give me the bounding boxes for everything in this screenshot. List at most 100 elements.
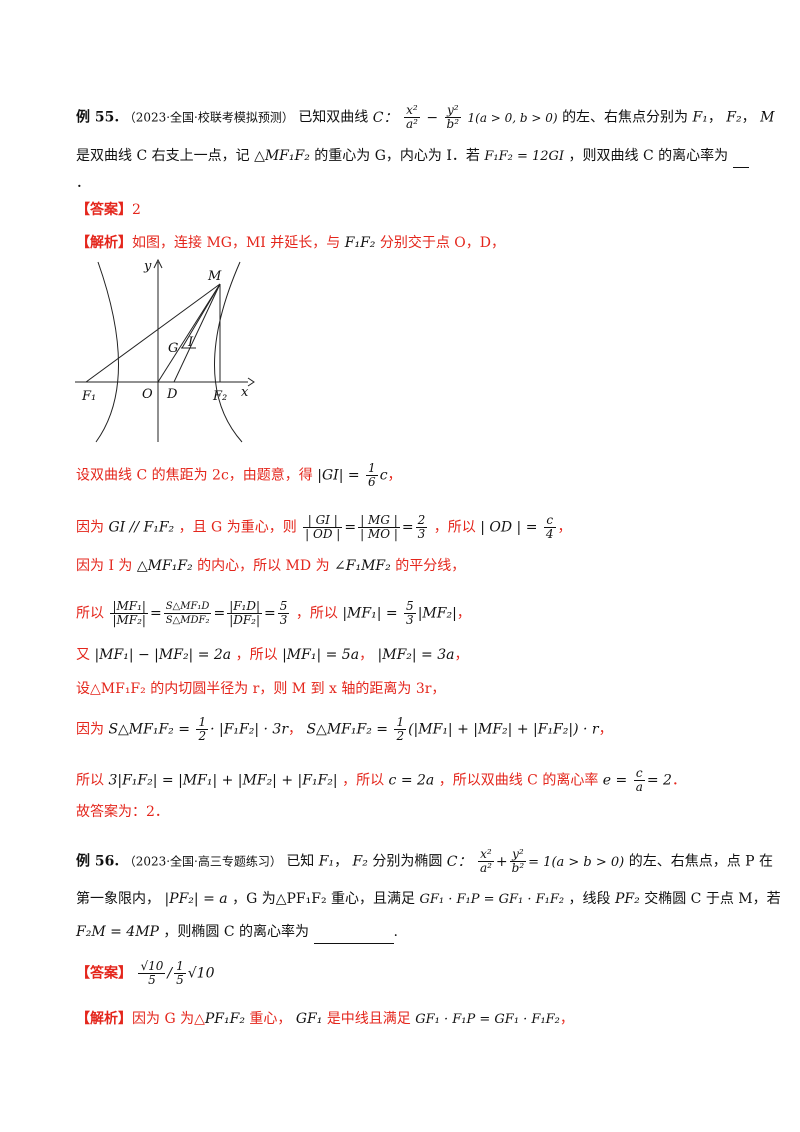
ex55-line1: 例 55. （2023·全国·校联考模拟预测） 已知双曲线 C： x² a² − … (76, 104, 774, 131)
step-4-f1d: |MF₂| (112, 613, 146, 627)
step-6: 设△MF₁F₂ 的内切圆半径为 r，则 M 到 x 轴的距离为 3r， (76, 681, 446, 697)
label-x: x (241, 385, 249, 400)
hyp-x-frac: x² a² (403, 104, 420, 131)
step-1-c: c (379, 467, 388, 484)
step-2-f2d: | MO | (360, 527, 398, 541)
ex56-seg: PF₂ (615, 891, 640, 907)
step-3: 因为 I 为 △MF₁F₂ 的内心，所以 MD 为 ∠F₁MF₂ 的平分线， (76, 555, 740, 577)
step-8-text-c: ，所以双曲线 C 的离心率 (438, 772, 599, 789)
label-O: O (142, 387, 153, 402)
step-3-text-b: 的内心，所以 MD 为 (197, 558, 330, 574)
ex56-line3: F₂M = 4MP ，则椭圆 C 的离心率为 . (76, 921, 740, 944)
ell-rest: = 1(a > b > 0) (528, 854, 625, 870)
step-7-end: ， (598, 721, 613, 738)
step-4-f3d: |DF₂| (229, 613, 261, 627)
step-2-end: ， (557, 519, 572, 536)
ex55-comma: ， (707, 109, 722, 126)
ex55-line3: ． (76, 175, 90, 191)
step-3-text-a: 因为 I 为 (76, 558, 133, 574)
step-2-frac-2: | MG | | MO | (358, 514, 400, 541)
step-4-end: ， (456, 605, 471, 622)
ell-x-frac: x² a² (477, 848, 494, 875)
ex56-ans-f2d: 5 (176, 973, 184, 987)
ex56-analysis-c: 是中线且满足 (326, 1011, 411, 1027)
step-5-diff: |MF₁| − |MF₂| = 2a (94, 647, 232, 663)
ex55-analysis-label: 【解析】 (76, 235, 132, 251)
hyp-x-num: x² (403, 104, 420, 118)
ex56-answer: 【答案】 √10 5/1 5 √10 (76, 960, 740, 987)
ex56-ans-f2n: 1 (174, 959, 186, 974)
hyperbola-left-branch (95, 261, 119, 443)
step-2-text-b: ，且 G 为重心，则 (178, 519, 297, 536)
ex56-pf2: |PF₂| = a (164, 891, 228, 907)
step-4-frac-2: S△MF₁D S△MDF₂ (163, 600, 212, 627)
ex55-source: （2023·全国·校联考模拟预测） (123, 110, 294, 125)
step-7-expr-2: (|MF₁| + |MF₂| + |F₁F₂|) · r (408, 721, 599, 738)
ex56-text-g: 交椭圆 C 于点 M，若 (644, 891, 781, 907)
ex55-triangle: △MF₁F₂ (254, 148, 310, 164)
step-5-text-a: 又 (76, 647, 90, 663)
ex55-F1: F₁ (692, 109, 708, 126)
step-2-f4d: 4 (545, 527, 554, 541)
step-4-f4n: 5 (277, 599, 290, 614)
ex56-vec-cond: F₂M = 4MP (76, 924, 159, 940)
step-2-f1d: | OD | (305, 527, 341, 541)
ex56-analysis-tri: PF₁F₂ (204, 1011, 245, 1027)
step-7-f2d: 2 (396, 729, 405, 743)
hyp-minus: − (426, 109, 439, 126)
ex55-analysis: 【解析】如图，连接 MG，MI 并延长，与 F₁F₂ 分别交于点 O，D， (76, 232, 740, 254)
step-1-den: 6 (368, 475, 376, 489)
ex55-answer-blank (732, 145, 749, 168)
step-8-text-a: 所以 (76, 772, 104, 789)
step-7-text-b: ， (288, 721, 303, 738)
step-5-end: ， (454, 647, 469, 663)
label-I: I (187, 335, 194, 350)
ex55-answer: 【答案】2 (76, 199, 740, 221)
step-1-end: ， (387, 467, 402, 484)
ex56-analysis-b: 重心， (249, 1011, 292, 1027)
ex55-label: 例 55. (76, 109, 120, 126)
ex56-ans-f1d: 5 (148, 973, 156, 987)
hyp-y-frac: y² b² (444, 104, 462, 131)
ell-plus: + (495, 853, 508, 870)
step-7-f1d: 2 (198, 729, 207, 743)
label-y: y (143, 259, 152, 274)
step-9: 故答案为：2． (76, 804, 169, 820)
ex56-answer-blank (313, 921, 394, 944)
ex56-analysis-eq: GF₁ · F₁P = GF₁ · F₁F₂ (415, 1012, 560, 1027)
ex56-dot-eq: GF₁ · F₁P = GF₁ · F₁F₂ (419, 892, 565, 907)
ex55-text-c: 是双曲线 C 右支上一点，记 (76, 148, 250, 164)
ex55-vector-equation: F₁F₂ = 12GI (484, 149, 565, 164)
ex55-text-b: 的左、右焦点分别为 (562, 109, 689, 126)
ex56-label: 例 56. (76, 853, 120, 870)
ex56-line2: 第一象限内， |PF₂| = a ，G 为△PF₁F₂ 重心，且满足 GF₁ ·… (76, 888, 781, 911)
ell-y-den: b² (511, 861, 525, 875)
step-4-f1n: |MF₁| (110, 599, 148, 614)
hyp-x-den: a² (405, 117, 418, 131)
label-D: D (166, 387, 178, 402)
ex55-answer-value: 2 (132, 202, 141, 218)
ellipse-prefix: C： (446, 853, 472, 870)
hyperbola-right-branch (214, 261, 243, 443)
ex55-analysis-text: 如图，连接 MG，MI 并延长，与 (132, 235, 341, 251)
step-2-f4n: c (543, 514, 556, 528)
step-4-f5n: 5 (404, 599, 416, 614)
ell-x-den: a² (479, 861, 492, 875)
ellipse-equation: C： x² a² + y² b² = 1(a > b > 0) (446, 848, 629, 875)
step-7-f2n: 1 (394, 715, 407, 730)
ex56-ans-sep: / (167, 965, 173, 982)
label-M: M (207, 269, 222, 284)
step-7-area-2: S△MF₁F₂ = (306, 721, 388, 738)
ex56-text-b: 分别为椭圆 (372, 853, 443, 870)
step-1-math: |GI| = (317, 467, 360, 484)
ex56-line1: 例 56. （2023·全国·高三专题练习） 已知 F₁， F₂ 分别为椭圆 C… (76, 848, 773, 875)
step-7-f1n: 1 (196, 715, 209, 730)
label-G: G (168, 341, 178, 356)
line-F1-M (85, 283, 221, 383)
step-2-eq: = (344, 519, 357, 536)
ex56-text-a: 已知 (286, 853, 315, 870)
step-2-text-c: ，所以 (433, 519, 476, 536)
